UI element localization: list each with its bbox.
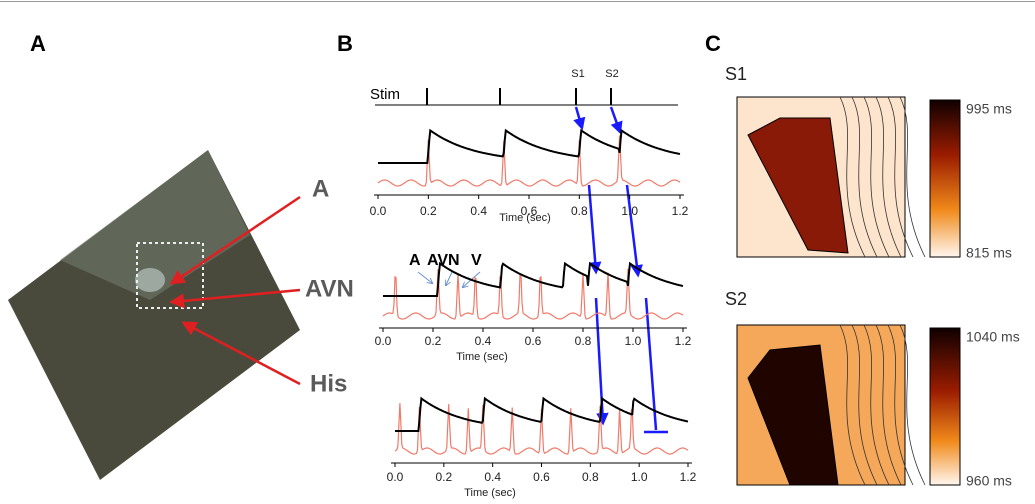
tick-label: 0.6 (525, 334, 542, 348)
stim-name: S2 (605, 68, 618, 80)
contour (851, 96, 878, 258)
axis-title: Time (sec) (499, 212, 551, 224)
arrow (181, 321, 301, 386)
wave-label: A (409, 252, 421, 269)
tick-label: 0.2 (425, 334, 442, 348)
contour (839, 324, 866, 486)
panel-label: A (30, 31, 46, 56)
signal-trace (395, 396, 689, 432)
colorbar (929, 327, 961, 486)
tick-label: 0.4 (475, 334, 492, 348)
axis-title: Time (sec) (464, 487, 516, 499)
panel-label: C (705, 31, 721, 56)
tick-label: 1.2 (672, 204, 689, 218)
contour (899, 324, 926, 486)
map-title: S2 (725, 289, 747, 309)
tick-label: 0.2 (420, 204, 437, 218)
site-label: AVN (305, 275, 354, 302)
contour (851, 324, 878, 486)
tick-label: 0.4 (470, 204, 487, 218)
panel-label: B (337, 31, 353, 56)
tick-label: 1.2 (680, 470, 697, 484)
tick-label: 0.0 (387, 470, 404, 484)
colorbar-max: 1040 ms (966, 329, 1020, 345)
tick-label: 0.8 (582, 470, 599, 484)
signal-trace (377, 135, 681, 187)
tick-label: 0.0 (375, 334, 392, 348)
contour (899, 96, 926, 258)
tick-label: 0.6 (521, 204, 538, 218)
map-title: S1 (725, 64, 747, 84)
contour (875, 324, 902, 486)
tissue-highlight (135, 268, 165, 292)
tick-label: 1.0 (625, 334, 642, 348)
tick-label: 1.2 (675, 334, 692, 348)
stim-ticks (426, 88, 612, 105)
tick-label: 0.6 (533, 470, 550, 484)
contour (875, 96, 902, 258)
activation-region (747, 117, 849, 254)
wave-label: V (471, 252, 482, 269)
contour (887, 96, 914, 258)
colorbar-min: 815 ms (966, 245, 1012, 261)
tick-label: 1.0 (631, 470, 648, 484)
contour (839, 96, 866, 258)
colorbar (929, 99, 961, 258)
tick-label: 0.2 (435, 470, 452, 484)
stim-name: S1 (571, 68, 584, 80)
activation-region (747, 344, 839, 486)
site-label: His (310, 370, 347, 397)
stim-label: Stim (370, 86, 400, 103)
signal-trace (383, 261, 684, 297)
tick-label: 0.4 (484, 470, 501, 484)
conduction-arrows (573, 106, 668, 434)
site-label: A (312, 175, 329, 202)
colorbar-max: 995 ms (966, 101, 1012, 117)
tick-label: 0.8 (575, 334, 592, 348)
tick-label: 1.0 (621, 204, 638, 218)
tick-label: 0.0 (370, 204, 387, 218)
axis-title: Time (sec) (456, 351, 508, 363)
arrow (169, 288, 301, 309)
contour (863, 96, 890, 258)
arrow (169, 195, 301, 285)
contour (887, 324, 914, 486)
wave-label: AVN (427, 252, 460, 269)
tick-label: 0.8 (571, 204, 588, 218)
signal-trace (378, 128, 681, 164)
signal-trace (382, 268, 684, 320)
colorbar-min: 960 ms (966, 473, 1012, 489)
contour (863, 324, 890, 486)
